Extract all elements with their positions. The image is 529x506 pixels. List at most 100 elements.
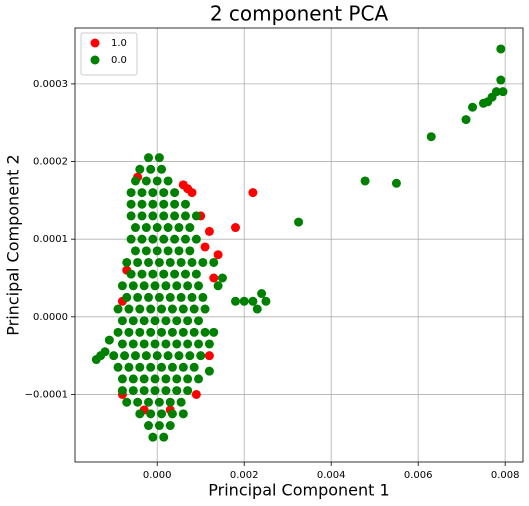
point [183,316,193,326]
point [133,292,143,302]
point [148,211,158,221]
point [170,199,180,209]
point [154,292,164,302]
point [157,362,167,372]
x-tick-label: 0.002 [230,470,259,481]
point [161,281,171,291]
point [204,226,214,236]
point [230,296,240,306]
point [217,273,227,283]
point [148,269,158,279]
point [128,374,138,384]
point [150,386,160,396]
point [294,217,304,227]
point [113,327,123,337]
point [124,304,134,314]
point [194,316,204,326]
point [204,351,214,361]
point [161,374,171,384]
chart-title: 2 component PCA [210,2,389,26]
x-axis-label: Principal Component 1 [208,481,389,500]
point [141,246,151,256]
point [426,132,436,142]
point [146,304,156,314]
point [154,421,164,431]
point [128,281,138,291]
point [144,257,154,267]
point [163,223,173,233]
point [137,211,147,221]
point [104,335,114,345]
point [189,304,199,314]
point [130,223,140,233]
point [150,339,160,349]
point [159,199,169,209]
point [137,269,147,279]
point [133,397,143,407]
point [161,316,171,326]
point [135,362,145,372]
point [172,316,182,326]
point [194,281,204,291]
point [148,188,158,198]
point [174,246,184,256]
point [117,316,127,326]
point [496,44,506,54]
point [148,234,158,244]
point [157,327,167,337]
point [122,397,132,407]
point [146,164,156,174]
point [183,184,193,194]
point [139,339,149,349]
point [185,223,195,233]
point [152,351,162,361]
point [165,421,175,431]
point [141,223,151,233]
point [144,292,154,302]
point [167,409,177,419]
point [189,362,199,372]
point [117,386,127,396]
point [161,339,171,349]
legend-box [80,32,138,76]
point [176,397,186,407]
point [148,199,158,209]
point [157,164,167,174]
point [248,188,258,198]
point [187,292,197,302]
point [468,102,478,112]
point [135,327,145,337]
point [165,292,175,302]
y-tick-label: −0.0001 [25,389,68,400]
point [200,327,210,337]
point [176,292,186,302]
point [144,421,154,431]
point [159,432,169,442]
y-tick-label: 0.0002 [33,157,68,168]
point [491,87,501,97]
point [163,176,173,186]
point [152,176,162,186]
point [126,199,136,209]
point [141,176,151,186]
point [146,362,156,372]
plot-frame [74,27,524,463]
point [183,281,193,291]
point [144,397,154,407]
point [124,362,134,372]
point [170,234,180,244]
point [159,269,169,279]
point [163,246,173,256]
point [183,374,193,384]
point [130,176,140,186]
point [252,304,262,314]
legend-marker [90,38,100,48]
y-axis-label: Principal Component 2 [4,154,23,335]
point [213,250,223,260]
point [174,351,184,361]
point [461,115,471,125]
point [113,304,123,314]
point [154,153,164,163]
point [159,188,169,198]
point [170,269,180,279]
